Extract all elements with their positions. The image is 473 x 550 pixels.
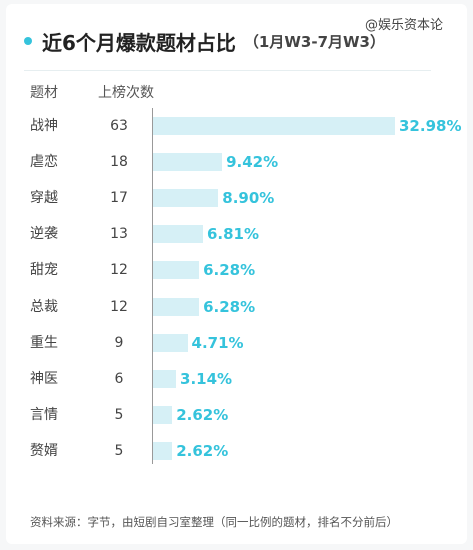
bar <box>153 441 173 460</box>
bar <box>153 297 200 316</box>
chart-row: 重生 9 4.71% <box>0 325 473 361</box>
percent-label: 6.28% <box>203 297 256 316</box>
chart-row: 总裁 12 6.28% <box>0 289 473 325</box>
category-label: 逆袭 <box>30 226 58 243</box>
chart-row: 甜宠 12 6.28% <box>0 252 473 288</box>
source-note: 资料来源：字节，由短剧自习室整理（同一比例的题材，排名不分前后） <box>30 515 398 529</box>
category-label: 重生 <box>30 334 58 351</box>
bar <box>153 117 395 135</box>
percent-label: 3.14% <box>180 369 233 388</box>
count-label: 18 <box>110 154 128 171</box>
title-row: 近6个月爆款题材占比 （1月W3-7月W3） <box>24 26 385 56</box>
category-label: 赘婿 <box>30 442 58 459</box>
chart-title: 近6个月爆款题材占比 <box>42 30 236 55</box>
count-label: 17 <box>110 190 128 207</box>
chart-row: 穿越 17 8.90% <box>0 180 473 216</box>
chart-row: 言情 5 2.62% <box>0 397 473 433</box>
count-label: 63 <box>110 118 128 134</box>
chart-row: 战神 63 32.98% <box>0 108 473 144</box>
bar <box>153 405 173 424</box>
count-label: 12 <box>110 298 128 315</box>
title-dot-icon <box>24 37 32 45</box>
bar <box>153 333 188 352</box>
percent-label: 2.62% <box>176 441 229 460</box>
chart-card <box>6 4 467 544</box>
category-label: 战神 <box>30 118 58 134</box>
category-label: 穿越 <box>30 190 58 207</box>
chart-row: 虐恋 18 9.42% <box>0 144 473 180</box>
chart-row: 逆袭 13 6.81% <box>0 216 473 252</box>
category-column-header: 题材 <box>30 85 58 101</box>
count-label: 5 <box>114 442 124 459</box>
chart-subtitle: （1月W3-7月W3） <box>243 32 385 51</box>
percent-label: 9.42% <box>226 153 279 172</box>
category-label: 总裁 <box>30 298 58 315</box>
category-label: 虐恋 <box>30 154 58 171</box>
percent-label: 6.28% <box>203 261 256 280</box>
count-label: 5 <box>114 406 124 423</box>
count-label: 6 <box>114 370 124 387</box>
title-divider <box>24 70 431 71</box>
category-label: 神医 <box>30 370 58 387</box>
percent-label: 4.71% <box>191 333 244 352</box>
percent-label: 6.81% <box>206 225 260 244</box>
percent-label: 8.90% <box>222 189 275 208</box>
bar <box>153 225 203 244</box>
bar <box>153 261 200 280</box>
bar <box>153 189 219 208</box>
percent-label: 32.98% <box>399 117 462 135</box>
count-label: 12 <box>110 262 128 279</box>
watermark: @娱乐资本论 <box>364 18 443 33</box>
category-label: 言情 <box>30 406 58 423</box>
axis-line <box>152 108 153 464</box>
count-column-header: 上榜次数 <box>98 85 154 101</box>
category-label: 甜宠 <box>30 262 58 279</box>
count-label: 9 <box>114 334 124 351</box>
chart-row: 神医 6 3.14% <box>0 361 473 397</box>
bar <box>153 153 223 172</box>
count-label: 13 <box>110 226 128 243</box>
bar <box>153 369 177 388</box>
percent-label: 2.62% <box>176 405 229 424</box>
chart-row: 赘婿 5 2.62% <box>0 433 473 469</box>
